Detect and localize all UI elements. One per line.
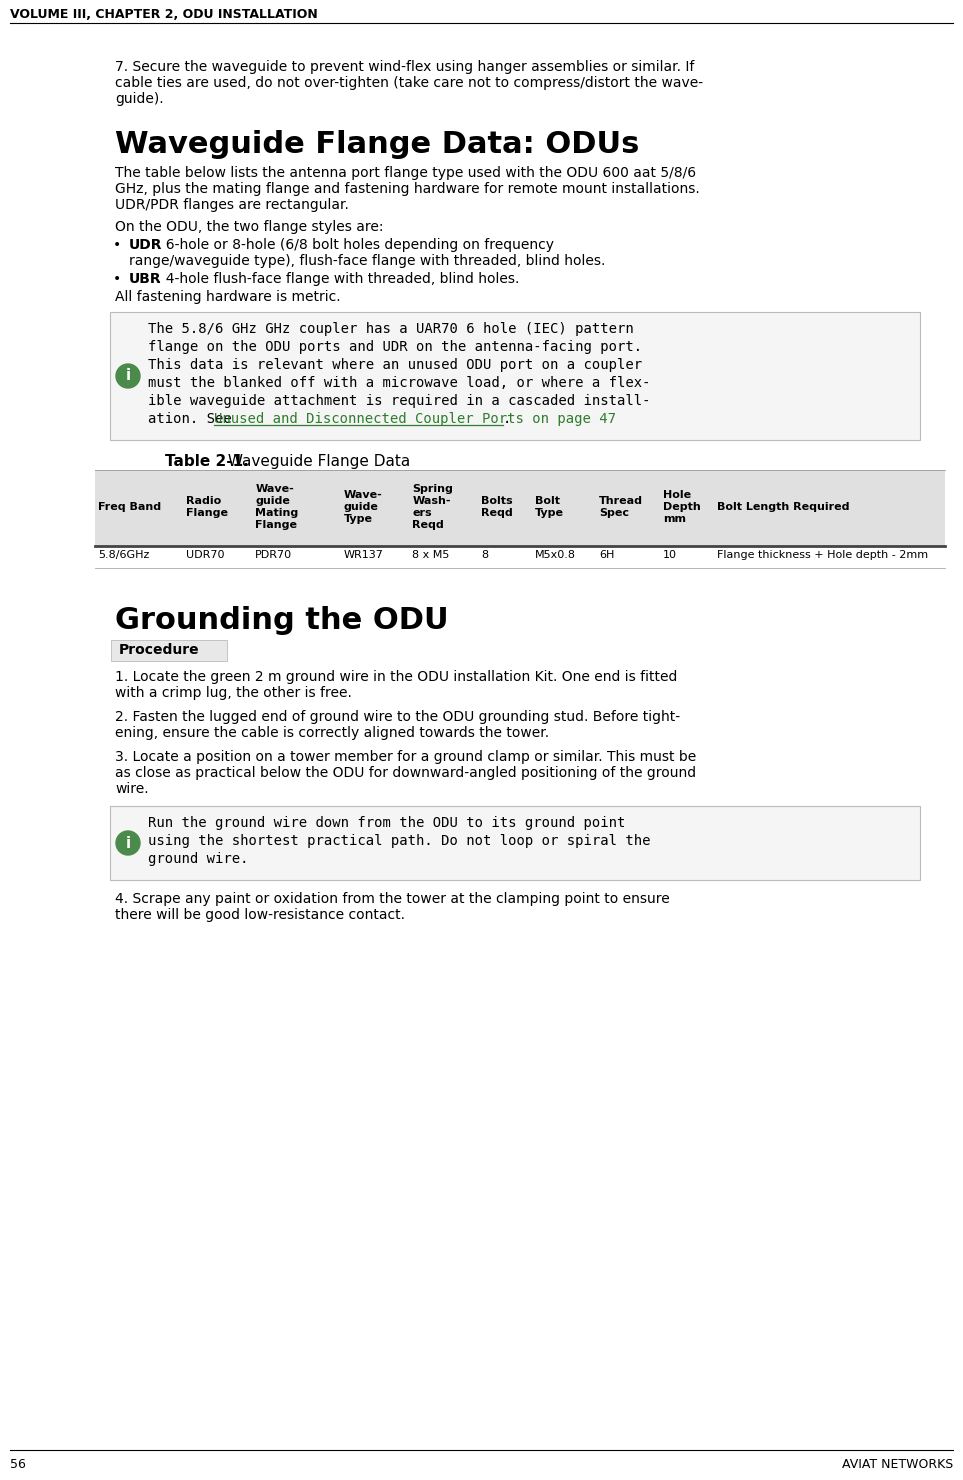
Text: GHz, plus the mating flange and fastening hardware for remote mount installation: GHz, plus the mating flange and fastenin… xyxy=(115,182,700,195)
Text: 8: 8 xyxy=(482,551,488,559)
Text: M5x0.8: M5x0.8 xyxy=(535,551,576,559)
Text: Waveguide Flange Data: ODUs: Waveguide Flange Data: ODUs xyxy=(115,130,639,158)
Text: . 4-hole flush-face flange with threaded, blind holes.: . 4-hole flush-face flange with threaded… xyxy=(157,272,519,286)
Text: guide: guide xyxy=(344,502,378,512)
Text: 4. Scrape any paint or oxidation from the tower at the clamping point to ensure: 4. Scrape any paint or oxidation from th… xyxy=(115,892,669,906)
Text: using the shortest practical path. Do not loop or spiral the: using the shortest practical path. Do no… xyxy=(148,835,650,848)
Text: Grounding the ODU: Grounding the ODU xyxy=(115,605,449,635)
Text: Depth: Depth xyxy=(664,502,701,512)
Text: Bolts: Bolts xyxy=(482,496,513,506)
Text: . 6-hole or 8-hole (6/8 bolt holes depending on frequency: . 6-hole or 8-hole (6/8 bolt holes depen… xyxy=(157,238,554,252)
Text: Flange thickness + Hole depth - 2mm: Flange thickness + Hole depth - 2mm xyxy=(717,551,928,559)
Text: Type: Type xyxy=(535,508,564,518)
Text: cable ties are used, do not over-tighten (take care not to compress/distort the : cable ties are used, do not over-tighten… xyxy=(115,75,703,90)
Text: This data is relevant where an unused ODU port on a coupler: This data is relevant where an unused OD… xyxy=(148,358,642,371)
FancyBboxPatch shape xyxy=(95,471,945,546)
Text: Bolt Length Required: Bolt Length Required xyxy=(717,502,849,512)
Text: Freq Band: Freq Band xyxy=(98,502,161,512)
Text: Reqd: Reqd xyxy=(482,508,513,518)
Text: as close as practical below the ODU for downward-angled positioning of the groun: as close as practical below the ODU for … xyxy=(115,767,696,780)
Text: mm: mm xyxy=(664,514,686,524)
Text: UDR/PDR flanges are rectangular.: UDR/PDR flanges are rectangular. xyxy=(115,198,349,212)
Text: Wash-: Wash- xyxy=(412,496,451,506)
Text: 3. Locate a position on a tower member for a ground clamp or similar. This must : 3. Locate a position on a tower member f… xyxy=(115,750,696,764)
Text: Table 2-1.: Table 2-1. xyxy=(165,454,248,469)
Text: Wave-: Wave- xyxy=(255,484,294,494)
Text: The 5.8/6 GHz GHz coupler has a UAR70 6 hole (IEC) pattern: The 5.8/6 GHz GHz coupler has a UAR70 6 … xyxy=(148,323,634,336)
Text: 2. Fasten the lugged end of ground wire to the ODU grounding stud. Before tight-: 2. Fasten the lugged end of ground wire … xyxy=(115,710,680,724)
Text: there will be good low-resistance contact.: there will be good low-resistance contac… xyxy=(115,909,405,922)
Text: AVIAT NETWORKS: AVIAT NETWORKS xyxy=(842,1458,953,1471)
Text: Flange: Flange xyxy=(255,519,298,530)
Text: Thread: Thread xyxy=(599,496,643,506)
Text: PDR70: PDR70 xyxy=(255,551,293,559)
Text: guide).: guide). xyxy=(115,92,164,107)
Text: Run the ground wire down from the ODU to its ground point: Run the ground wire down from the ODU to… xyxy=(148,815,625,830)
Text: UDR: UDR xyxy=(129,238,163,252)
Text: Wave-: Wave- xyxy=(344,490,382,500)
Text: Reqd: Reqd xyxy=(412,519,444,530)
Text: 5.8/6GHz: 5.8/6GHz xyxy=(98,551,149,559)
Text: with a crimp lug, the other is free.: with a crimp lug, the other is free. xyxy=(115,687,351,700)
Text: UBR: UBR xyxy=(129,272,162,286)
FancyBboxPatch shape xyxy=(110,807,920,881)
Text: UDR70: UDR70 xyxy=(187,551,225,559)
Text: Type: Type xyxy=(344,514,373,524)
Text: ening, ensure the cable is correctly aligned towards the tower.: ening, ensure the cable is correctly ali… xyxy=(115,727,549,740)
Text: Bolt: Bolt xyxy=(535,496,560,506)
Text: flange on the ODU ports and UDR on the antenna-facing port.: flange on the ODU ports and UDR on the a… xyxy=(148,340,642,354)
Text: Waveguide Flange Data: Waveguide Flange Data xyxy=(223,454,410,469)
Text: Hole: Hole xyxy=(664,490,691,500)
Text: ation. See: ation. See xyxy=(148,411,240,426)
Text: ers: ers xyxy=(412,508,432,518)
Text: 10: 10 xyxy=(664,551,677,559)
Text: ground wire.: ground wire. xyxy=(148,852,248,866)
Text: •: • xyxy=(113,238,121,252)
Text: •: • xyxy=(113,272,121,286)
Text: Radio: Radio xyxy=(187,496,221,506)
Text: Procedure: Procedure xyxy=(119,642,199,657)
Circle shape xyxy=(116,364,140,388)
Text: 1. Locate the green 2 m ground wire in the ODU installation Kit. One end is fitt: 1. Locate the green 2 m ground wire in t… xyxy=(115,670,677,684)
Text: Flange: Flange xyxy=(187,508,228,518)
Text: On the ODU, the two flange styles are:: On the ODU, the two flange styles are: xyxy=(115,221,383,234)
Text: Unused and Disconnected Coupler Ports on page 47: Unused and Disconnected Coupler Ports on… xyxy=(214,411,616,426)
Text: guide: guide xyxy=(255,496,290,506)
Text: All fastening hardware is metric.: All fastening hardware is metric. xyxy=(115,290,341,303)
Text: must the blanked off with a microwave load, or where a flex-: must the blanked off with a microwave lo… xyxy=(148,376,650,391)
Text: VOLUME III, CHAPTER 2, ODU INSTALLATION: VOLUME III, CHAPTER 2, ODU INSTALLATION xyxy=(10,7,318,21)
Text: .: . xyxy=(504,411,511,426)
Text: wire.: wire. xyxy=(115,781,148,796)
Circle shape xyxy=(116,830,140,855)
Text: Spec: Spec xyxy=(599,508,629,518)
Text: 56: 56 xyxy=(10,1458,26,1471)
Text: ible waveguide attachment is required in a cascaded install-: ible waveguide attachment is required in… xyxy=(148,394,650,408)
Text: Mating: Mating xyxy=(255,508,299,518)
Text: i: i xyxy=(125,369,131,383)
Text: WR137: WR137 xyxy=(344,551,383,559)
Text: range/waveguide type), flush-face flange with threaded, blind holes.: range/waveguide type), flush-face flange… xyxy=(129,255,606,268)
Text: 8 x M5: 8 x M5 xyxy=(412,551,450,559)
Text: 7. Secure the waveguide to prevent wind-flex using hanger assemblies or similar.: 7. Secure the waveguide to prevent wind-… xyxy=(115,61,694,74)
Text: The table below lists the antenna port flange type used with the ODU 600 aat 5/8: The table below lists the antenna port f… xyxy=(115,166,696,181)
FancyBboxPatch shape xyxy=(111,639,227,662)
Text: 6H: 6H xyxy=(599,551,614,559)
FancyBboxPatch shape xyxy=(110,312,920,440)
Text: i: i xyxy=(125,836,131,851)
Text: Spring: Spring xyxy=(412,484,454,494)
